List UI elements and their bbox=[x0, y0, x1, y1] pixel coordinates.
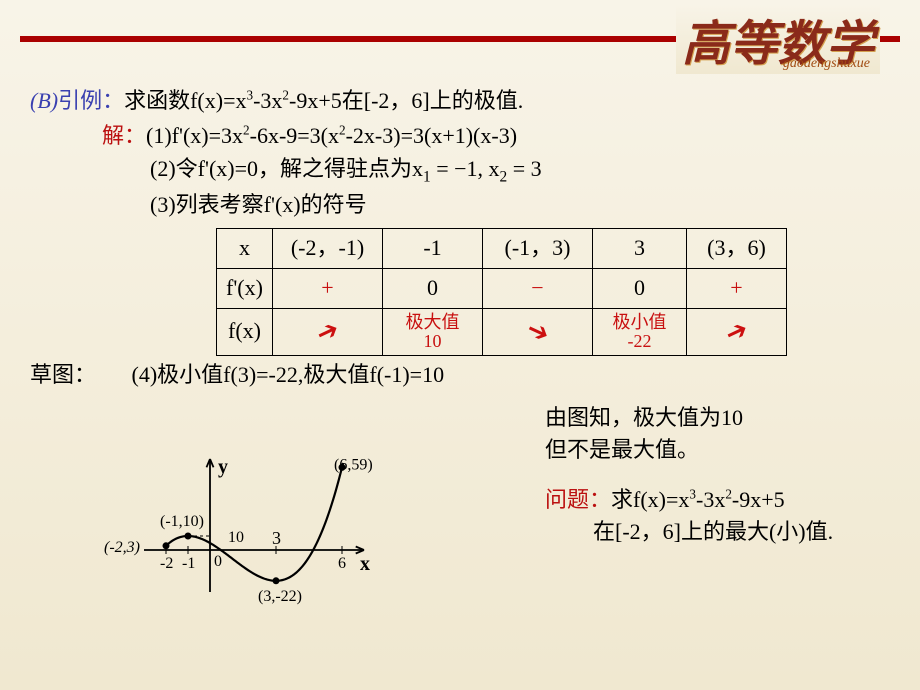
r2c1: + bbox=[273, 269, 383, 309]
question-label: 问题： bbox=[545, 487, 611, 512]
yin-label: 引例： bbox=[58, 88, 124, 113]
b-label: (B) bbox=[30, 88, 58, 113]
svg-text:(-1,10): (-1,10) bbox=[160, 513, 204, 530]
svg-text:y: y bbox=[218, 456, 228, 478]
q1e2: 2 bbox=[725, 487, 732, 502]
solution-line-2: (2)令f'(x)=0，解之得驻点为x1 = −1, x2 = 3 bbox=[150, 154, 890, 188]
r3c1: ➔ bbox=[273, 308, 383, 355]
question-line-1: 问题：求f(x)=x3-3x2-9x+5 bbox=[545, 482, 900, 514]
q1c: -9x+5 bbox=[732, 487, 785, 512]
r3h: f(x) bbox=[217, 308, 273, 355]
th-c1: (-2，-1) bbox=[273, 229, 383, 269]
problem-line: (B)引例：求函数f(x)=x3-3x2-9x+5在[-2，6]上的极值. bbox=[30, 86, 890, 117]
svg-text:-2: -2 bbox=[160, 555, 173, 572]
brand-pinyin: gaodengshuxue bbox=[783, 56, 870, 72]
note-line-1: 由图知，极大值为10 bbox=[545, 400, 900, 432]
sketch-svg: y x -2 -1 0 3 6 10 (-2,3) (-1,10) (3,-22) (6,59) bbox=[60, 410, 430, 650]
table-row: x (-2，-1) -1 (-1，3) 3 (3，6) bbox=[217, 229, 787, 269]
svg-text:-1: -1 bbox=[182, 555, 195, 572]
th-c3: (-1，3) bbox=[483, 229, 593, 269]
max-label: 极大值 bbox=[383, 313, 482, 332]
s1e2: 2 bbox=[339, 122, 346, 137]
th-x: x bbox=[217, 229, 273, 269]
min-value: -22 bbox=[593, 332, 686, 351]
table-row: f(x) ➔ 极大值10 ➔ 极小值-22 ➔ bbox=[217, 308, 787, 355]
s1b: -6x-9=3(x bbox=[250, 123, 339, 148]
jie-label: 解： bbox=[102, 123, 146, 148]
min-label: 极小值 bbox=[593, 313, 686, 332]
r2c2: 0 bbox=[383, 269, 483, 309]
th-c4: 3 bbox=[593, 229, 687, 269]
svg-text:3: 3 bbox=[272, 528, 281, 548]
r3c4: 极小值-22 bbox=[593, 308, 687, 355]
svg-text:(-2,3): (-2,3) bbox=[104, 539, 140, 556]
svg-text:x: x bbox=[360, 553, 370, 575]
svg-text:(3,-22): (3,-22) bbox=[258, 588, 302, 605]
problem-text-3: -9x+5在[-2，6]上的极值. bbox=[289, 88, 523, 113]
s2a: (2)令f'(x)=0，解之得驻点为 bbox=[150, 156, 412, 181]
solution-line-1: 解：(1)f'(x)=3x2-6x-9=3(x2-2x-3)=3(x+1)(x-… bbox=[30, 121, 890, 152]
arrow-down-icon: ➔ bbox=[520, 311, 555, 353]
svg-text:0: 0 bbox=[214, 553, 222, 570]
sketch-graph: y x -2 -1 0 3 6 10 (-2,3) (-1,10) (3,-22) (6,59) bbox=[60, 410, 430, 650]
arrow-up-icon: ➔ bbox=[310, 311, 345, 353]
r2c5: + bbox=[687, 269, 787, 309]
r3c2: 极大值10 bbox=[383, 308, 483, 355]
s1e1: 2 bbox=[243, 122, 250, 137]
step4: (4)极小值f(3)=-22,极大值f(-1)=10 bbox=[132, 362, 445, 387]
arrow-up-icon: ➔ bbox=[719, 311, 754, 353]
s2eq2: = 3 bbox=[507, 156, 541, 181]
s2sub1: 1 bbox=[423, 168, 431, 185]
problem-text-2: -3x bbox=[253, 88, 282, 113]
r3c5: ➔ bbox=[687, 308, 787, 355]
content: (B)引例：求函数f(x)=x3-3x2-9x+5在[-2，6]上的极值. 解：… bbox=[30, 86, 890, 391]
right-notes: 由图知，极大值为10 但不是最大值。 问题：求f(x)=x3-3x2-9x+5 … bbox=[545, 400, 900, 546]
s2eq1: = −1, x bbox=[431, 156, 500, 181]
r2c3: − bbox=[483, 269, 593, 309]
q1a: 求f(x)=x bbox=[611, 487, 689, 512]
svg-text:10: 10 bbox=[228, 529, 244, 546]
svg-text:(6,59): (6,59) bbox=[334, 456, 373, 473]
q1b: -3x bbox=[696, 487, 725, 512]
s2b: x bbox=[412, 156, 423, 181]
max-value: 10 bbox=[383, 332, 482, 351]
caotu-label: 草图： bbox=[30, 362, 96, 387]
r2h: f'(x) bbox=[217, 269, 273, 309]
sign-table: x (-2，-1) -1 (-1，3) 3 (3，6) f'(x) + 0 − … bbox=[216, 228, 890, 355]
solution-line-3: (3)列表考察f'(x)的符号 bbox=[150, 190, 890, 221]
step4-line: 草图： (4)极小值f(3)=-22,极大值f(-1)=10 bbox=[30, 360, 890, 391]
note-line-2: 但不是最大值。 bbox=[545, 432, 900, 464]
svg-text:6: 6 bbox=[338, 555, 346, 572]
s1a: (1)f'(x)=3x bbox=[146, 123, 243, 148]
q1e1: 3 bbox=[689, 487, 696, 502]
r2c4: 0 bbox=[593, 269, 687, 309]
table-row: f'(x) + 0 − 0 + bbox=[217, 269, 787, 309]
s1c: -2x-3)=3(x+1)(x-3) bbox=[346, 123, 517, 148]
r3c3: ➔ bbox=[483, 308, 593, 355]
th-c2: -1 bbox=[383, 229, 483, 269]
question-line-2: 在[-2，6]上的最大(小)值. bbox=[593, 514, 900, 546]
table: x (-2，-1) -1 (-1，3) 3 (3，6) f'(x) + 0 − … bbox=[216, 228, 787, 355]
th-c5: (3，6) bbox=[687, 229, 787, 269]
problem-text-1: 求函数f(x)=x bbox=[124, 88, 246, 113]
